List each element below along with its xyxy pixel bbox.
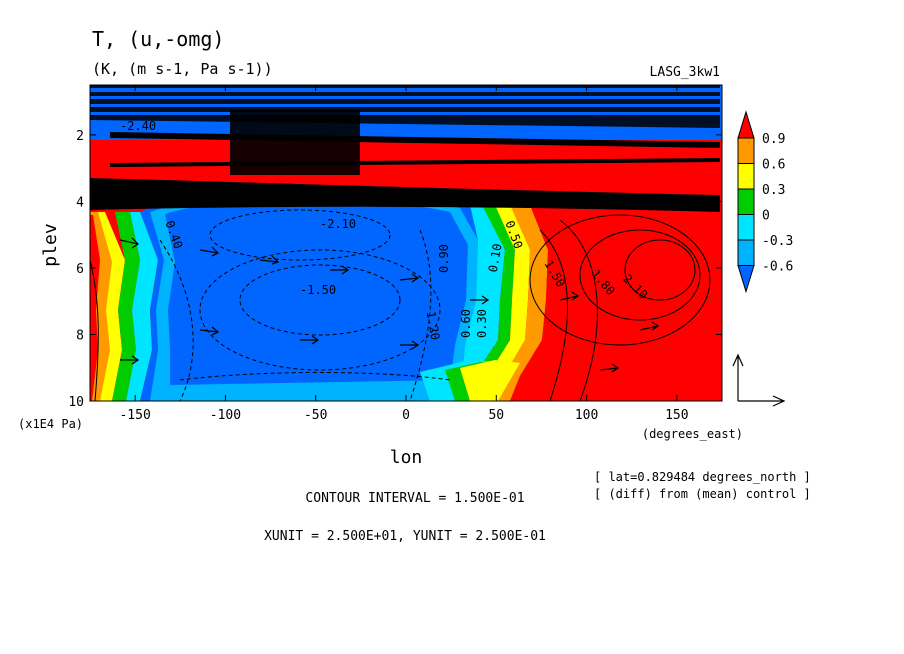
colorbar-extend-max [737,110,755,139]
y-axis: 2 4 6 8 10 [68,129,722,410]
x-tick-label: 100 [575,408,598,423]
plot-area: -1.50 -2.10 -2.40 0.60 0.30 0.90 1.20 1.… [90,85,722,401]
x-tick-label: -50 [304,408,327,423]
contour-interval: CONTOUR INTERVAL = 1.500E-01 [305,491,524,506]
y-tick-label: 8 [76,328,84,343]
colorbar-label: 0.9 [762,132,785,147]
contour-label: 0.90 [437,244,451,273]
colorbar: 0.9 0.6 0.3 0 -0.3 -0.6 [737,110,793,294]
wind-vectors [119,237,660,373]
negative-contours [159,209,451,401]
diff-note: [ (diff) from (mean) control ] [594,487,811,501]
x-axis: -150 -100 -50 0 50 100 150 [119,85,689,423]
y-tick-label: 6 [76,262,84,277]
y-tick-label: 2 [76,129,84,144]
vector-band [90,178,720,212]
x-tick-label: 0 [402,408,410,423]
colorbar-segment [737,163,755,190]
reference-vector [732,353,786,407]
latitude-note: [ lat=0.829484 degrees_north ] [594,470,811,484]
colorbar-label: 0 [762,209,770,224]
x-unit-label: (degrees_east) [642,427,743,441]
contour-label: -2.40 [120,119,156,133]
x-tick-label: -100 [210,408,241,423]
chart-subtitle: (K, (m s-1, Pa s-1)) [92,60,273,78]
colorbar-segment [737,239,755,266]
colorbar-extend-min [737,265,755,294]
y-unit-label: (x1E4 Pa) [18,417,83,431]
colorbar-segment [737,137,755,164]
positive-contours [90,214,711,401]
y-axis-label: plev [40,223,61,266]
vector-units: XUNIT = 2.500E+01, YUNIT = 2.500E-01 [264,529,546,544]
contour-label: 0.10 [486,243,505,274]
x-tick-label: 150 [665,408,688,423]
colorbar-segment [737,188,755,215]
colorbar-label: 0.3 [762,183,785,198]
contour-label: 1.20 [424,310,443,341]
experiment-label: LASG_3kw1 [650,65,720,80]
contour-label: 0.30 [475,309,489,338]
colorbar-label: -0.6 [762,260,793,275]
contour-label: -1.50 [300,283,336,297]
contour-label: -2.10 [320,217,356,231]
x-axis-label: lon [390,447,423,468]
x-tick-label: -150 [119,408,150,423]
colorbar-label: 0.6 [762,158,785,173]
colorbar-label: -0.3 [762,234,793,249]
chart-title: T, (u,-omg) [92,27,224,51]
contour-label: 0.60 [459,309,473,338]
y-tick-label: 10 [68,395,84,410]
colorbar-segment [737,214,755,241]
x-tick-label: 50 [488,408,504,423]
y-tick-label: 4 [76,195,84,210]
